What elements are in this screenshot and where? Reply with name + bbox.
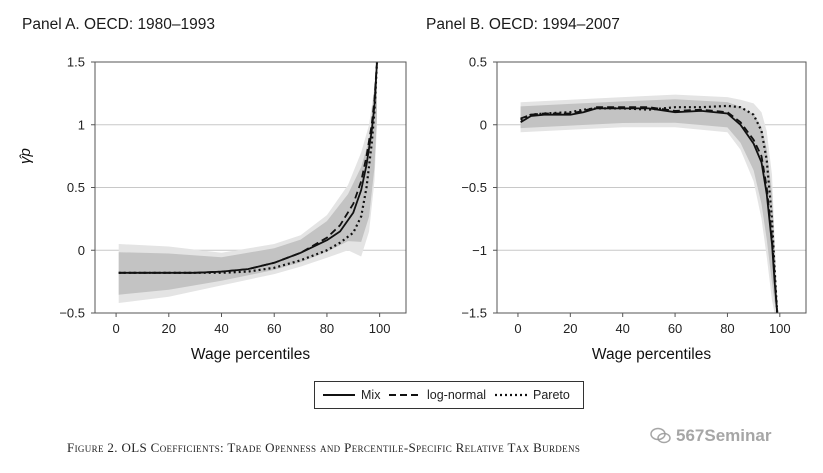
- legend: Mix log-normal Pareto: [314, 381, 584, 409]
- x-axis-label: Wage percentiles: [592, 346, 711, 363]
- x-tick-label: 0: [514, 321, 521, 336]
- legend-swatch-pareto: [495, 393, 527, 397]
- panel-b-plot: −1.5 −1 −0.5 0 0.5 0 20 40 60 80 100 Wage percentil…: [461, 55, 807, 363]
- x-tick-label: 0: [112, 321, 119, 336]
- x-tick-label: 20: [162, 321, 176, 336]
- y-tick-label: 0: [480, 117, 487, 132]
- charts-canvas: −0.5 0 0.5 1 1.5 0 20 40 60 80 100 Wage percentiles…: [17, 55, 807, 363]
- y-tick-label: −1: [472, 243, 487, 258]
- y-tick-label: −1.5: [461, 306, 487, 321]
- figure-caption: Figure 2. OLS Coefficients: Trade Openne…: [67, 440, 581, 455]
- x-tick-label: 60: [668, 321, 682, 336]
- x-tick-label: 20: [563, 321, 577, 336]
- y-tick-label: 0.5: [67, 180, 85, 195]
- x-tick-label: 40: [615, 321, 629, 336]
- legend-swatch-mix: [323, 394, 355, 396]
- confidence-band-inner: [520, 99, 778, 312]
- x-tick-label: 80: [320, 321, 334, 336]
- y-tick-label: −0.5: [461, 180, 487, 195]
- confidence-band-inner: [118, 70, 377, 295]
- x-tick-label: 80: [720, 321, 734, 336]
- x-tick-label: 40: [214, 321, 228, 336]
- panel-b-title: Panel B. OECD: 1994–2007: [426, 16, 620, 33]
- series-line-log-normal: [118, 61, 378, 274]
- y-tick-label: 0.5: [469, 55, 487, 70]
- watermark-text: 567Seminar: [676, 426, 772, 445]
- x-tick-label: 60: [267, 321, 281, 336]
- y-tick-label: −0.5: [59, 306, 85, 321]
- x-tick-label: 100: [369, 321, 391, 336]
- y-tick-label: 1.5: [67, 55, 85, 70]
- legend-item-mix: Mix: [323, 382, 380, 408]
- watermark: 567Seminar: [650, 426, 771, 446]
- x-axis-label: Wage percentiles: [191, 346, 310, 363]
- panel-a-plot: −0.5 0 0.5 1 1.5 0 20 40 60 80 100 Wage percentiles…: [17, 55, 407, 363]
- legend-swatch-log-normal: [389, 394, 421, 396]
- panel-a-title: Panel A. OECD: 1980–1993: [22, 16, 216, 33]
- series-line-mix: [118, 61, 378, 274]
- x-tick-label: 100: [769, 321, 791, 336]
- legend-label-mix: Mix: [361, 388, 381, 402]
- legend-label-pareto: Pareto: [533, 388, 570, 402]
- legend-item-log-normal: log-normal: [389, 382, 486, 408]
- y-tick-label: 1: [78, 117, 85, 132]
- wechat-icon: [650, 427, 671, 444]
- legend-item-pareto: Pareto: [495, 382, 570, 408]
- y-axis-label: γ̂p: [17, 148, 34, 164]
- series-line-pareto: [520, 104, 779, 314]
- y-tick-label: 0: [78, 243, 85, 258]
- legend-label-log-normal: log-normal: [427, 388, 487, 402]
